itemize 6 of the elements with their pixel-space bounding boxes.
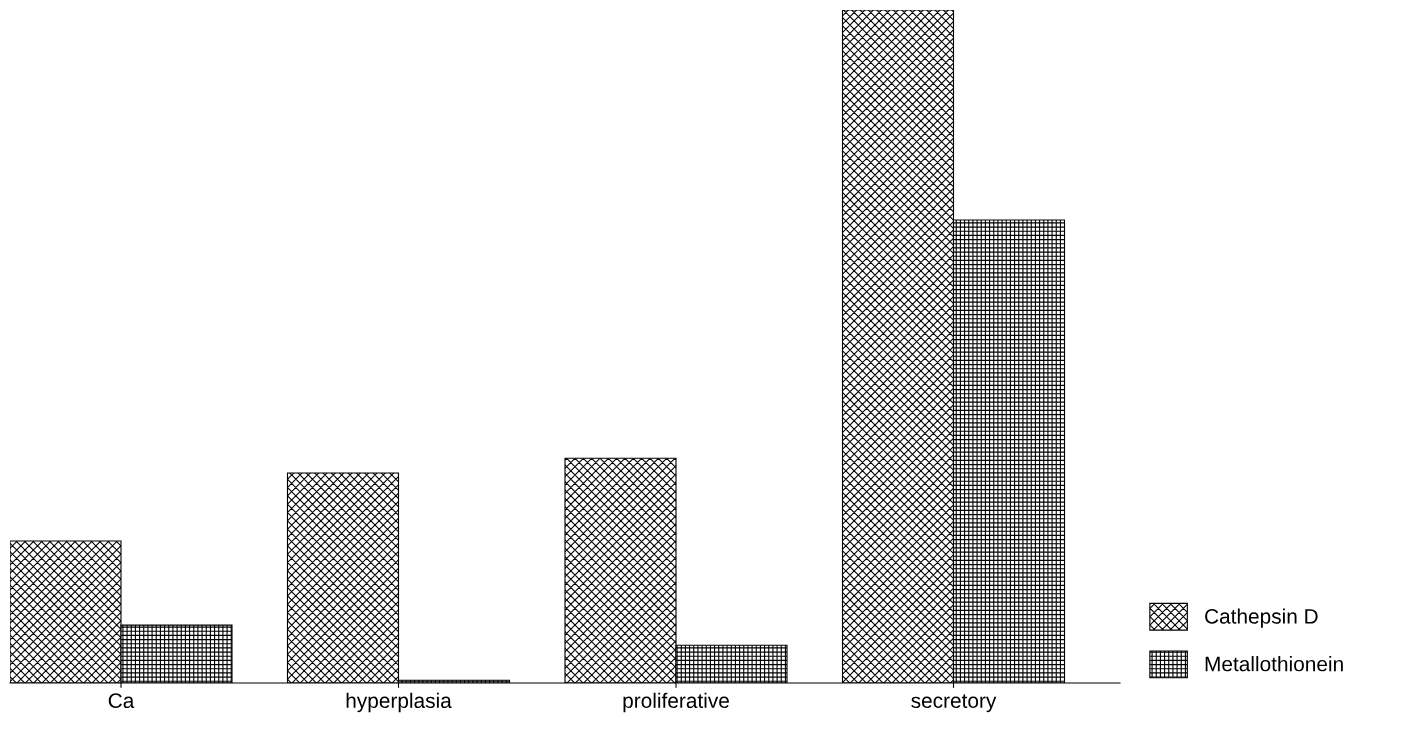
x-tick-label: proliferative bbox=[623, 692, 729, 713]
legend-label: Metallothionein bbox=[1205, 656, 1343, 672]
x-tick-label: hyperplasia bbox=[346, 692, 452, 713]
x-tick-label: Ca bbox=[108, 693, 135, 709]
x-tick-label: secretory bbox=[911, 694, 997, 713]
legend-label: Cathepsin D bbox=[1205, 608, 1318, 628]
